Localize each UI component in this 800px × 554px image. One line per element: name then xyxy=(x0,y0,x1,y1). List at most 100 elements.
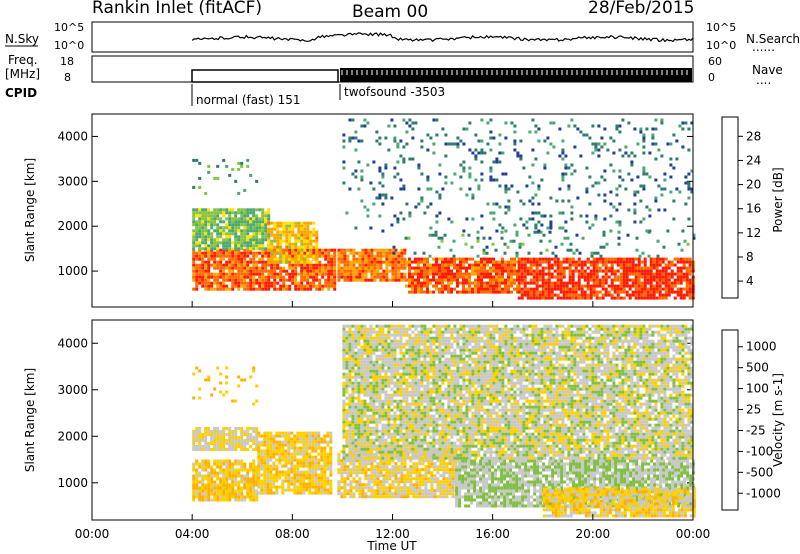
data-cell xyxy=(243,223,247,227)
data-cell xyxy=(610,260,614,264)
data-cell xyxy=(491,471,495,475)
data-cell xyxy=(480,139,484,143)
data-cell xyxy=(261,235,265,239)
data-cell xyxy=(261,223,265,227)
data-cell xyxy=(240,272,244,276)
data-cell xyxy=(450,290,453,294)
data-cell xyxy=(327,278,331,282)
data-cell xyxy=(643,266,647,270)
data-cell xyxy=(489,166,493,170)
data-cell xyxy=(519,157,523,161)
data-cell xyxy=(388,483,392,487)
data-cell xyxy=(544,278,548,282)
data-cell xyxy=(604,293,608,297)
data-cell xyxy=(373,269,377,273)
data-cell xyxy=(312,272,316,276)
data-cell xyxy=(282,233,286,237)
data-cell xyxy=(252,468,256,472)
data-cell xyxy=(330,260,334,264)
data-cell xyxy=(291,281,295,285)
data-cell xyxy=(430,480,434,484)
data-cell xyxy=(455,486,459,490)
data-cell xyxy=(427,468,431,472)
data-cell xyxy=(373,266,377,270)
data-cell xyxy=(352,269,356,273)
data-cell xyxy=(504,190,508,194)
data-cell xyxy=(503,465,507,469)
data-cell xyxy=(513,266,516,270)
data-cell xyxy=(213,223,217,227)
data-cell xyxy=(500,230,504,234)
data-cell xyxy=(527,471,531,475)
data-cell xyxy=(309,251,313,255)
data-cell xyxy=(249,235,253,239)
data-cell xyxy=(676,269,680,273)
data-cell xyxy=(303,284,307,288)
data-cell xyxy=(314,431,318,435)
data-cell xyxy=(266,488,270,492)
data-cell xyxy=(594,145,598,149)
data-cell xyxy=(330,284,334,288)
data-cell xyxy=(619,287,623,291)
data-cell xyxy=(349,266,353,270)
data-cell xyxy=(275,449,279,453)
data-cell xyxy=(234,474,238,478)
data-cell xyxy=(204,492,208,496)
data-cell xyxy=(198,498,202,502)
data-cell xyxy=(535,296,539,300)
data-cell xyxy=(538,284,542,288)
data-cell xyxy=(651,136,655,140)
data-cell xyxy=(562,284,566,288)
data-cell xyxy=(459,290,462,294)
data-cell xyxy=(503,492,507,496)
data-cell xyxy=(521,242,525,246)
data-cell xyxy=(567,199,571,203)
data-cell xyxy=(403,483,407,487)
data-cell xyxy=(667,275,671,279)
data-cell xyxy=(485,471,489,475)
data-cell xyxy=(252,474,256,478)
data-cell xyxy=(222,468,226,472)
data-cell xyxy=(276,242,280,246)
data-cell xyxy=(619,281,623,285)
data-cell xyxy=(521,474,525,478)
data-cell xyxy=(444,266,447,270)
data-cell xyxy=(198,176,202,180)
data-cell xyxy=(583,290,587,294)
data-cell xyxy=(610,257,614,261)
data-cell xyxy=(468,278,471,282)
data-cell xyxy=(255,208,259,212)
data-cell xyxy=(312,263,316,267)
data-cell xyxy=(263,461,267,465)
data-cell xyxy=(520,275,524,279)
data-cell xyxy=(267,230,271,234)
data-cell xyxy=(288,272,292,276)
data-cell xyxy=(243,244,247,248)
data-cell xyxy=(321,254,325,258)
data-cell xyxy=(252,369,256,373)
data-cell xyxy=(225,498,229,502)
data-cell xyxy=(507,272,510,276)
data-cell xyxy=(618,148,622,152)
data-cell xyxy=(267,242,271,246)
data-cell xyxy=(219,272,223,276)
station-title: Rankin Inlet (fitACF) xyxy=(92,0,262,18)
data-cell xyxy=(465,269,468,273)
data-cell xyxy=(643,284,647,288)
data-cell xyxy=(237,263,241,267)
data-cell xyxy=(285,233,289,237)
data-cell xyxy=(225,266,229,270)
data-cell xyxy=(640,293,644,297)
data-cell xyxy=(649,260,653,264)
data-cell xyxy=(471,287,474,291)
data-cell xyxy=(512,480,516,484)
data-cell xyxy=(213,251,217,255)
data-cell xyxy=(420,287,423,291)
data-cell xyxy=(228,232,232,236)
data-cell xyxy=(676,290,680,294)
data-cell xyxy=(228,448,232,451)
data-cell xyxy=(219,220,223,224)
data-cell xyxy=(312,221,316,225)
data-cell xyxy=(354,148,358,152)
data-cell xyxy=(192,372,196,376)
